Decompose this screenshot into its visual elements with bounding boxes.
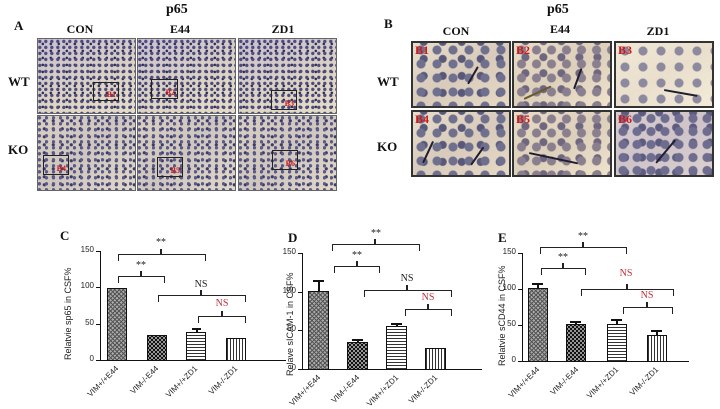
roi-box: B1 [93,82,119,101]
micrograph-b3: B3 [614,41,714,108]
panel-b-title: p65 [547,2,569,17]
micrograph-b1: B1 [411,41,511,108]
roi-box: B4 [43,155,69,175]
panel-a-col-zd1: ZD1 [271,22,295,36]
panel-a-col-e44: E44 [169,22,190,36]
panel-b-row-wt: WT [377,74,399,89]
panel-a-col-con: CON [66,22,94,36]
panel-a-title: p65 [166,2,188,17]
roi-box: B2 [151,79,178,99]
panel-b-col-con: CON [442,24,470,38]
bar-vim-ko-zd1 [647,335,667,362]
micrograph-ko-con: B4 [37,115,136,191]
bar-vim-ko-zd1 [226,338,246,361]
chart-d-label: D [288,230,298,245]
bar-vim-ko-e44 [347,342,368,370]
micrograph-b2: B2 [512,41,612,108]
micrograph-b4: B4 [411,110,511,177]
bar-vim-wt-e44 [528,288,548,362]
bar-vim-ko-zd1 [425,348,446,370]
micrograph-ko-e44: B5 [137,115,236,191]
bar-vim-wt-e44 [107,288,127,361]
chart-e-ylabel: Relatvie sCD44 in CSF% [497,265,507,366]
micrograph-b5: B5 [512,110,612,177]
bar-vim-ko-e44 [147,335,167,361]
chart-c-label: C [60,228,70,243]
panel-a-label: A [14,18,24,33]
roi-box: B6 [272,150,298,170]
bar-vim-wt-e44 [308,291,329,370]
micrograph-ko-zd1: B6 [238,115,337,191]
chart-c-y-axis [100,251,101,360]
chart-c-ylabel: Relatvie sp65 in CSF% [63,267,73,360]
panel-b-col-e44: E44 [549,22,570,36]
panel-a-row-wt: WT [8,74,30,89]
bar-vim-ko-e44 [566,324,586,362]
roi-box: B3 [271,90,297,110]
micrograph-wt-zd1: B3 [238,38,337,114]
micrograph-wt-con: B1 [37,38,136,114]
panel-b-row-ko: KO [377,139,398,154]
bar-vim-wt-zd1 [186,332,206,361]
micrograph-b6: B6 [614,110,714,177]
bar-vim-wt-zd1 [607,324,627,362]
panel-b-label: B [384,16,393,31]
bar-vim-wt-zd1 [386,326,407,370]
chart-e-x-axis [522,361,689,362]
micrograph-wt-e44: B2 [137,38,236,114]
chart-e-y-axis [522,253,523,361]
panel-a-row-ko: KO [8,142,29,157]
chart-d-y-axis [302,253,303,369]
chart-e-label: E [498,230,507,245]
roi-box: B5 [157,157,183,177]
panel-b-col-zd1: ZD1 [646,24,670,38]
